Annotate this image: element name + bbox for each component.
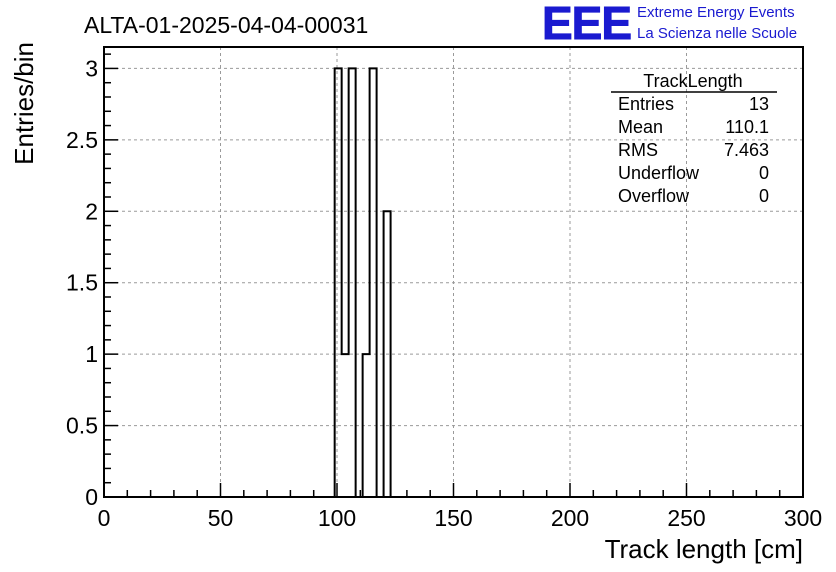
x-tick-label-150: 150 bbox=[434, 505, 472, 531]
x-axis-label: Track length [cm] bbox=[605, 534, 803, 564]
y-tick-label-3: 3 bbox=[85, 55, 98, 81]
stats-title: TrackLength bbox=[643, 71, 742, 91]
eee-logo-mark: EEE bbox=[541, 0, 632, 50]
y-axis-label: Entries/bin bbox=[9, 42, 39, 165]
stats-value-overflow: 0 bbox=[759, 186, 769, 206]
stats-value-underflow: 0 bbox=[759, 163, 769, 183]
y-tick-label-0: 0 bbox=[85, 484, 98, 510]
stats-box: TrackLength Entries 13 Mean 110.1 RMS 7.463 Un… bbox=[611, 71, 777, 206]
stats-label-entries: Entries bbox=[618, 94, 674, 114]
histogram-outline bbox=[333, 67, 392, 498]
stats-value-rms: 7.463 bbox=[724, 140, 769, 160]
logo-line-2: La Scienza nelle Scuole bbox=[637, 25, 798, 42]
stats-value-mean: 110.1 bbox=[725, 117, 769, 137]
y-tick-label-2: 2 bbox=[85, 198, 98, 224]
x-tick-label-50: 50 bbox=[208, 505, 234, 531]
stats-label-mean: Mean bbox=[618, 117, 663, 137]
stats-label-overflow: Overflow bbox=[618, 186, 690, 206]
y-tick-label-1: 1 bbox=[85, 341, 98, 367]
grid-lines bbox=[104, 47, 803, 497]
stats-label-underflow: Underflow bbox=[618, 163, 700, 183]
x-tick-label-200: 200 bbox=[551, 505, 589, 531]
logo-line-1: Extreme Energy Events bbox=[637, 4, 795, 21]
y-tick-label-1.5: 1.5 bbox=[66, 270, 98, 296]
x-tick-label-300: 300 bbox=[784, 505, 822, 531]
stats-label-rms: RMS bbox=[618, 140, 658, 160]
axis-ticks bbox=[103, 53, 804, 498]
x-tick-label-250: 250 bbox=[667, 505, 705, 531]
stats-value-entries: 13 bbox=[749, 94, 769, 114]
y-tick-label-0.5: 0.5 bbox=[66, 413, 98, 439]
tick-labels: 0 50 100 150 200 250 300 0 0.5 1 1.5 2 2.5 3 bbox=[66, 55, 822, 531]
x-tick-label-0: 0 bbox=[98, 505, 111, 531]
eee-logo: EEE Extreme Energy Events La Scienza nel… bbox=[541, 0, 834, 50]
chart-title: ALTA-01-2025-04-04-00031 bbox=[84, 12, 368, 38]
y-tick-label-2.5: 2.5 bbox=[66, 127, 98, 153]
x-tick-label-100: 100 bbox=[318, 505, 356, 531]
